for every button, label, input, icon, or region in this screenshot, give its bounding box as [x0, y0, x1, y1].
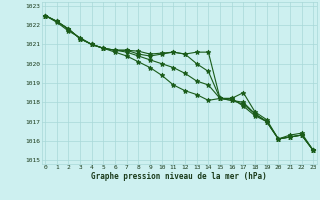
X-axis label: Graphe pression niveau de la mer (hPa): Graphe pression niveau de la mer (hPa)	[91, 172, 267, 181]
